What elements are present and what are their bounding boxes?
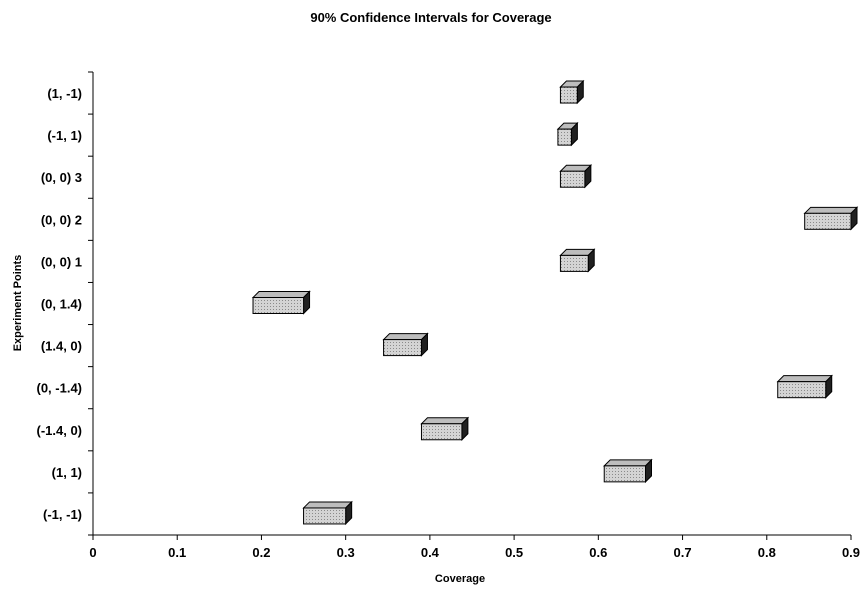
x-tick-label: 0.2 bbox=[252, 545, 270, 560]
interval-bar-top bbox=[803, 206, 859, 214]
interval-bar-front bbox=[252, 297, 305, 314]
interval-bar-front bbox=[559, 254, 589, 272]
y-category-label: (1, 1) bbox=[52, 465, 82, 480]
x-tick-label: 0.5 bbox=[505, 545, 523, 560]
interval-bar-front bbox=[559, 86, 578, 104]
x-tick-label: 0.8 bbox=[758, 545, 776, 560]
interval-bar bbox=[776, 374, 833, 399]
interval-bar bbox=[803, 206, 859, 231]
interval-bar bbox=[420, 416, 470, 441]
y-category-label: (-1.4, 0) bbox=[36, 423, 82, 438]
y-category-label: (1.4, 0) bbox=[41, 339, 82, 354]
interval-bar-front bbox=[303, 507, 347, 525]
y-category-label: (0, 1.4) bbox=[41, 297, 82, 312]
interval-bar-top bbox=[382, 333, 429, 341]
y-category-label: (0, 0) 1 bbox=[41, 254, 82, 269]
interval-bar bbox=[559, 79, 585, 105]
interval-bar-front bbox=[777, 381, 827, 399]
y-category-label: (0, -1.4) bbox=[36, 381, 82, 396]
x-tick-label: 0 bbox=[89, 545, 96, 560]
interval-bar-front bbox=[804, 212, 852, 230]
interval-bar-top bbox=[420, 417, 470, 425]
interval-bar-top bbox=[603, 459, 653, 467]
x-axis-title: Coverage bbox=[435, 573, 485, 585]
interval-bar bbox=[559, 164, 593, 189]
x-tick-label: 0.6 bbox=[589, 545, 607, 560]
interval-bar-front bbox=[603, 465, 646, 483]
x-tick-label: 0.4 bbox=[421, 545, 440, 560]
interval-bar-front bbox=[420, 423, 463, 441]
y-category-label: (0, 0) 2 bbox=[41, 212, 82, 227]
interval-bar-top bbox=[776, 375, 833, 383]
interval-bar bbox=[559, 248, 596, 273]
interval-bar bbox=[382, 332, 429, 357]
chart-title: 90% Confidence Intervals for Coverage bbox=[310, 10, 552, 25]
interval-bar bbox=[556, 121, 579, 147]
interval-bar-front bbox=[557, 128, 572, 146]
interval-bar-top bbox=[251, 291, 311, 298]
interval-bar bbox=[603, 458, 653, 484]
y-axis-title: Experiment Points bbox=[12, 255, 24, 352]
interval-bar bbox=[251, 290, 311, 315]
interval-bar-top bbox=[302, 501, 353, 509]
y-category-label: (-1, -1) bbox=[43, 507, 82, 522]
y-category-label: (0, 0) 3 bbox=[41, 170, 82, 185]
x-tick-label: 0.9 bbox=[842, 545, 860, 560]
interval-bar-front bbox=[383, 339, 422, 357]
x-tick-label: 0.1 bbox=[168, 545, 186, 560]
x-tick-label: 0.7 bbox=[674, 545, 692, 560]
interval-bar bbox=[302, 500, 353, 526]
y-category-label: (1, -1) bbox=[47, 86, 82, 101]
y-category-label: (-1, 1) bbox=[47, 128, 82, 143]
x-tick-label: 0.3 bbox=[337, 545, 355, 560]
interval-bar-front bbox=[559, 170, 586, 188]
